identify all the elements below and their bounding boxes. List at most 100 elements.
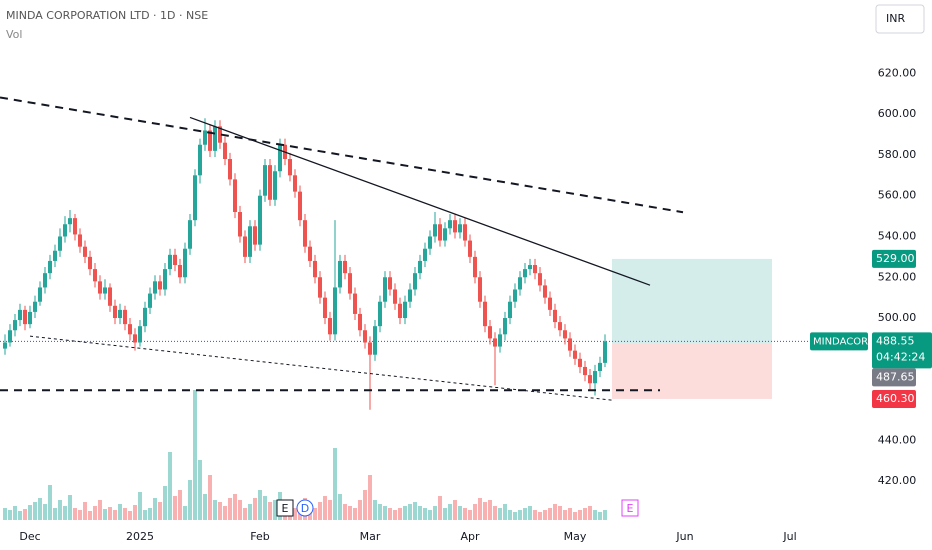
candle-body [378, 301, 382, 327]
volume-bar [378, 504, 382, 520]
event-marker[interactable] [296, 499, 314, 517]
volume-bar [208, 475, 212, 520]
candle-body [448, 220, 452, 229]
volume-bar [28, 505, 32, 520]
symbol-tag-bg [810, 332, 868, 351]
currency-button[interactable] [875, 4, 925, 34]
volume-bar [403, 506, 407, 520]
event-label[interactable]: E [627, 502, 634, 515]
candle-body [523, 269, 527, 278]
event-marker[interactable] [621, 499, 639, 517]
candle-body [103, 287, 107, 294]
currency[interactable]: INR [886, 12, 905, 25]
candle-body [463, 224, 467, 241]
candle-body [438, 224, 442, 241]
volume-bar [158, 502, 162, 520]
candle-body [93, 269, 97, 282]
candle-body [583, 366, 587, 376]
volume-bar [68, 495, 72, 520]
volume-label: Vol [6, 28, 22, 41]
volume-bar [323, 496, 327, 520]
volume-bar [488, 500, 492, 520]
x-tick-label: Apr [460, 530, 480, 543]
volume-bar [18, 511, 22, 520]
volume-bar [233, 494, 237, 520]
candle-body [183, 248, 187, 278]
candle-body [63, 224, 67, 237]
candle-body [108, 287, 112, 306]
candle-body [198, 144, 202, 176]
candle-body [98, 281, 102, 294]
candle-body [53, 250, 57, 261]
event-marker[interactable] [276, 499, 294, 517]
y-tick-label: 420.00 [878, 474, 917, 487]
candle-body [13, 320, 17, 331]
candle-body [578, 358, 582, 367]
candle-body [168, 254, 172, 270]
candle-body [453, 220, 457, 233]
candle-body [598, 362, 602, 372]
candle-body [548, 297, 552, 310]
volume-bar [438, 496, 442, 520]
volume-bar [603, 510, 607, 520]
volume-bar [388, 508, 392, 520]
candle-body [473, 256, 477, 278]
candle-body [363, 330, 367, 343]
volume-bar [598, 512, 602, 520]
event-label[interactable]: D [301, 502, 309, 515]
candle-body [603, 341, 607, 363]
candle-body [8, 330, 12, 343]
volume-bar [78, 510, 82, 520]
y-tick-label: 540.00 [878, 229, 917, 242]
volume-bar [23, 509, 27, 520]
volume-bar [398, 508, 402, 520]
volume-bar [98, 500, 102, 520]
volume-bar [178, 490, 182, 520]
candle-body [553, 309, 557, 323]
candle-body [163, 269, 167, 290]
volume-bar [118, 504, 122, 520]
last-price: 488.55 [876, 334, 915, 347]
candle-body [323, 297, 327, 319]
candle-body [208, 130, 212, 151]
volume-bar [253, 498, 257, 520]
candle-body [443, 228, 447, 241]
volume-bar [203, 494, 207, 520]
volume-bar [483, 502, 487, 520]
volume-bar [593, 510, 597, 520]
candle-body [173, 254, 177, 266]
volume-bar [458, 506, 462, 520]
volume-bar [223, 506, 227, 520]
volume-bar [518, 510, 522, 520]
candle-body [233, 179, 237, 213]
volume-bar [43, 504, 47, 520]
event-label[interactable]: E [282, 502, 289, 515]
volume-bar [168, 452, 172, 520]
candle-body [48, 260, 52, 274]
candle-body [128, 324, 132, 335]
volume-bar [408, 504, 412, 520]
volume-bar [293, 508, 297, 520]
volume-bar [103, 509, 107, 520]
x-tick-label: Dec [19, 530, 40, 543]
candle-body [393, 289, 397, 304]
volume-bar [328, 500, 332, 520]
volume-bar [478, 498, 482, 520]
volume-bar [123, 508, 127, 520]
volume-bar [453, 500, 457, 520]
candle-body [348, 273, 352, 294]
volume-bar [428, 510, 432, 520]
volume-bar [198, 460, 202, 520]
candle-body [433, 224, 437, 237]
candle-body [228, 159, 232, 180]
volume-bar [173, 496, 177, 520]
candle-body [258, 195, 262, 245]
candle-body [503, 318, 507, 335]
y-tick-label: 520.00 [878, 270, 917, 283]
candle-body [483, 301, 487, 327]
volume-bar [143, 510, 147, 520]
volume-bar [448, 504, 452, 520]
candle-body [533, 265, 537, 274]
